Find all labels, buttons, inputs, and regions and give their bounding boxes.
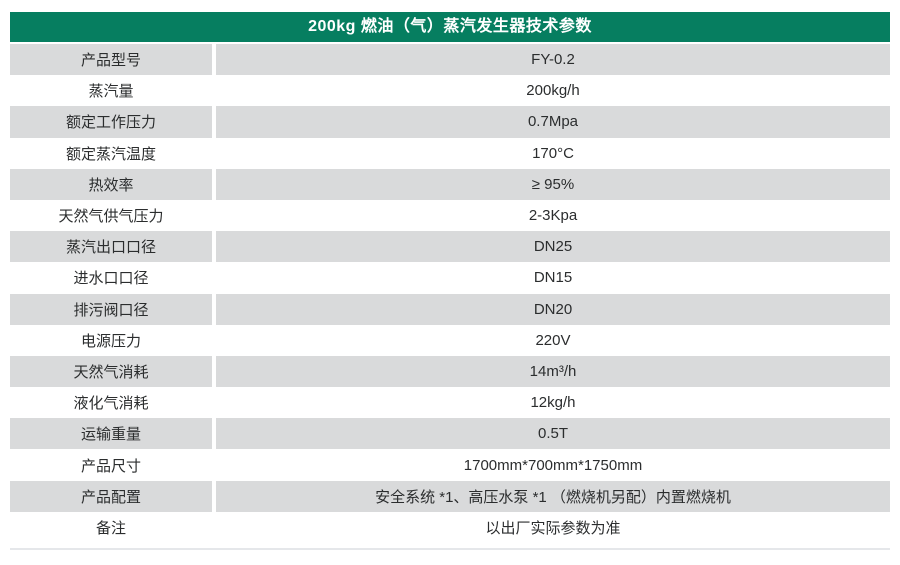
row-label: 额定蒸汽温度: [65, 145, 156, 163]
table-row: 进水口口径 DN15: [10, 262, 890, 293]
row-value: 200kg/h: [526, 82, 580, 100]
table-row: 热效率 ≥ 95%: [10, 168, 890, 200]
row-value: 以出厂实际参数为准: [485, 519, 621, 537]
row-value: 14m³/h: [216, 355, 890, 388]
table-row: 备注 以出厂实际参数为准: [10, 512, 890, 543]
table-body: 产品型号 FY-0.2 蒸汽量 200kg/h 额定工作压力 0.7Mpa 额定…: [10, 44, 890, 543]
table-row: 产品型号 FY-0.2: [10, 44, 890, 76]
table-row: 产品配置 安全系统 *1、高压水泵 *1 （燃烧机另配）内置燃烧机: [10, 480, 890, 512]
table-row: 电源压力 220V: [10, 325, 890, 356]
row-label: 备注: [95, 519, 126, 537]
table-row: 运输重量 0.5T: [10, 418, 890, 450]
row-value: ≥ 95%: [216, 168, 890, 200]
row-value: 安全系统 *1、高压水泵 *1 （燃烧机另配）内置燃烧机: [216, 480, 890, 512]
spec-table: 200kg 燃油（气）蒸汽发生器技术参数 产品型号 FY-0.2 蒸汽量 200…: [10, 12, 890, 550]
row-label: 产品尺寸: [80, 457, 141, 475]
row-label: 电源压力: [80, 332, 141, 350]
row-label: 产品配置: [10, 480, 212, 512]
row-value: 0.5T: [216, 418, 890, 450]
row-value: 0.7Mpa: [216, 106, 890, 138]
table-row: 额定蒸汽温度 170°C: [10, 138, 890, 169]
table-row: 额定工作压力 0.7Mpa: [10, 106, 890, 138]
row-value: DN25: [216, 231, 890, 263]
row-value: 2-3Kpa: [528, 207, 578, 225]
row-value: 12kg/h: [530, 394, 576, 412]
row-label: 液化气消耗: [73, 395, 149, 413]
row-value: DN15: [533, 269, 573, 287]
row-value: 1700mm*700mm*1750mm: [463, 456, 643, 474]
row-value: 220V: [535, 331, 571, 349]
row-label: 运输重量: [10, 418, 212, 450]
table-bottom-border: [10, 548, 890, 550]
row-label: 额定工作压力: [10, 106, 212, 138]
row-label: 天然气消耗: [10, 355, 212, 388]
row-label: 蒸汽出口口径: [10, 231, 212, 263]
table-row: 产品尺寸 1700mm*700mm*1750mm: [10, 449, 890, 480]
table-row: 液化气消耗 12kg/h: [10, 387, 890, 418]
row-label: 天然气供气压力: [58, 208, 164, 226]
row-value: DN20: [216, 293, 890, 325]
table-title: 200kg 燃油（气）蒸汽发生器技术参数: [10, 12, 890, 42]
table-row: 排污阀口径 DN20: [10, 293, 890, 325]
row-label: 蒸汽量: [88, 83, 134, 101]
row-label: 产品型号: [10, 44, 212, 76]
table-row: 蒸汽出口口径 DN25: [10, 231, 890, 263]
row-label: 进水口口径: [73, 270, 149, 288]
row-label: 热效率: [10, 168, 212, 200]
row-label: 排污阀口径: [10, 293, 212, 325]
table-row: 天然气消耗 14m³/h: [10, 355, 890, 388]
table-row: 天然气供气压力 2-3Kpa: [10, 200, 890, 231]
table-row: 蒸汽量 200kg/h: [10, 75, 890, 106]
row-value: FY-0.2: [216, 44, 890, 76]
row-value: 170°C: [532, 144, 574, 162]
